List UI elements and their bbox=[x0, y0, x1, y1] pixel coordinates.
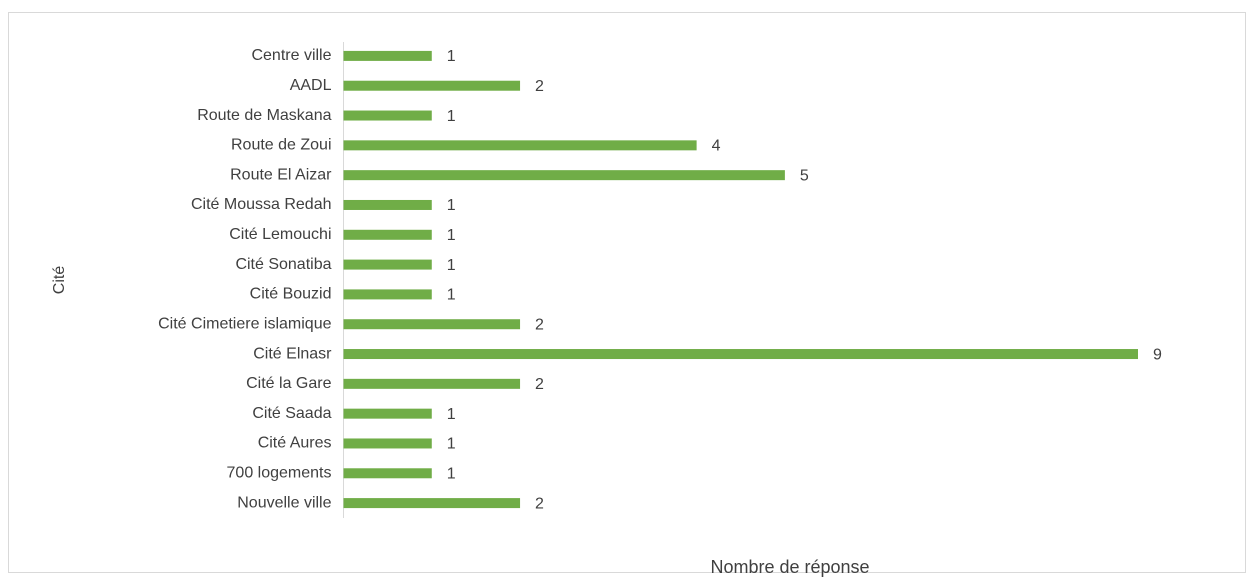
bar bbox=[343, 50, 432, 61]
data-label: 1 bbox=[447, 436, 456, 453]
y-tick-label: Cité Elnasr bbox=[253, 345, 332, 362]
y-tick-label: Cité la Gare bbox=[246, 375, 331, 392]
data-label: 9 bbox=[1153, 346, 1162, 363]
y-tick-label: Nouvelle ville bbox=[237, 494, 331, 511]
y-tick-label: Cité Cimetiere islamique bbox=[158, 315, 331, 332]
data-label: 1 bbox=[447, 197, 456, 214]
y-tick-label: Route El Aizar bbox=[230, 166, 332, 183]
bar bbox=[343, 319, 521, 330]
data-label: 1 bbox=[447, 466, 456, 483]
y-axis-title: Cité bbox=[51, 266, 68, 295]
y-tick-label: AADL bbox=[290, 77, 332, 94]
data-label: 5 bbox=[800, 167, 809, 184]
y-tick-label: Cité Saada bbox=[252, 405, 331, 422]
bar bbox=[343, 349, 1138, 360]
bar bbox=[343, 229, 432, 240]
y-tick-label: 700 logements bbox=[227, 465, 332, 482]
bar bbox=[343, 438, 432, 449]
data-label: 2 bbox=[535, 495, 544, 512]
x-axis-title: Nombre de réponse bbox=[710, 557, 869, 577]
y-tick-label: Route de Zoui bbox=[231, 137, 332, 154]
data-label: 1 bbox=[447, 108, 456, 125]
data-label: 4 bbox=[712, 138, 721, 155]
y-tick-label: Route de Maskana bbox=[197, 107, 331, 124]
data-label: 2 bbox=[535, 376, 544, 393]
bar bbox=[343, 259, 432, 270]
y-tick-label: Cité Aures bbox=[258, 435, 332, 452]
bar bbox=[343, 498, 521, 509]
bar bbox=[343, 408, 432, 419]
bar bbox=[343, 110, 432, 121]
data-label: 1 bbox=[447, 287, 456, 304]
bar bbox=[343, 140, 697, 151]
bar bbox=[343, 289, 432, 300]
y-tick-label: Cité Moussa Redah bbox=[191, 196, 332, 213]
y-tick-label: Cité Lemouchi bbox=[229, 226, 331, 243]
bar bbox=[343, 80, 521, 91]
chart-border bbox=[8, 12, 1246, 573]
bar bbox=[343, 170, 785, 181]
data-label: 2 bbox=[535, 78, 544, 95]
y-tick-label: Cité Bouzid bbox=[250, 286, 332, 303]
data-label: 1 bbox=[447, 227, 456, 244]
y-tick-label: Cité Sonatiba bbox=[235, 256, 331, 273]
bar bbox=[343, 468, 432, 479]
data-label: 1 bbox=[447, 406, 456, 423]
bar bbox=[343, 378, 521, 389]
data-label: 1 bbox=[447, 257, 456, 274]
bar bbox=[343, 199, 432, 210]
data-label: 2 bbox=[535, 316, 544, 333]
data-label: 1 bbox=[447, 48, 456, 65]
y-tick-label: Centre ville bbox=[251, 47, 331, 64]
